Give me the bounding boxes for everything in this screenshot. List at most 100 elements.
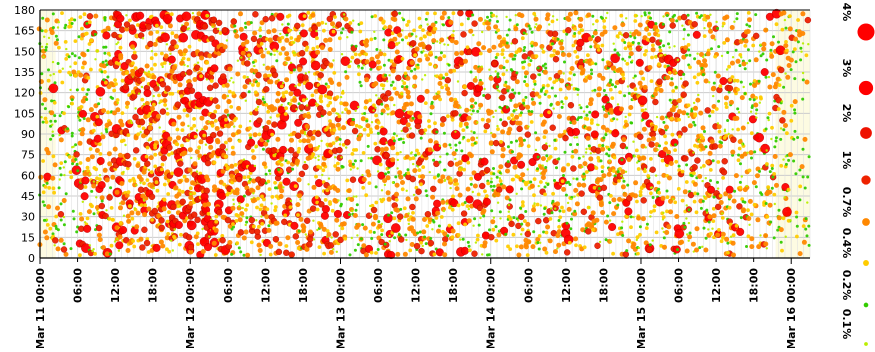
data-point [751,44,755,48]
data-point [420,137,423,140]
data-point [308,143,313,148]
data-point [507,160,510,163]
data-point [744,67,747,70]
data-point [750,111,752,113]
data-point [533,42,538,47]
data-point [431,101,434,104]
data-point [284,90,288,94]
data-point [360,159,363,162]
data-point [651,47,656,52]
data-point [170,239,172,241]
data-point [54,215,58,219]
data-point [133,179,137,183]
data-point [378,51,383,56]
data-point [86,157,91,162]
data-point [718,144,723,149]
data-point [79,110,87,118]
data-point [329,80,334,85]
data-point [558,215,562,219]
data-point [44,29,48,33]
data-point [402,138,404,140]
data-point [593,31,598,36]
data-point [294,85,296,87]
data-point [160,81,166,87]
data-point [708,115,711,118]
data-point [562,103,564,105]
data-point [433,200,441,208]
data-point [693,75,697,79]
data-point [775,140,778,143]
data-point [259,49,264,54]
data-point [526,253,530,257]
data-point [105,178,110,183]
data-point [265,173,268,176]
data-point [749,116,757,124]
data-point [321,212,329,220]
data-point [779,164,783,168]
data-point [628,105,633,110]
data-point [652,209,656,213]
data-point [747,11,751,15]
data-point [374,37,377,40]
data-point [569,143,572,146]
data-point [210,113,216,119]
data-point [244,26,247,29]
data-point [503,66,506,69]
data-point [664,125,669,130]
data-point [46,219,48,221]
data-point [109,186,112,189]
data-point [620,143,626,149]
data-point [476,41,481,46]
data-point [623,94,626,97]
data-point [350,168,352,170]
data-point [150,170,154,174]
data-point [325,83,328,86]
data-point [726,251,730,255]
data-point [385,90,391,96]
data-point [753,150,756,153]
data-point [443,210,445,212]
data-point [424,101,428,105]
data-point [566,86,571,91]
data-point [306,104,308,106]
data-point [468,245,471,248]
data-point [252,225,256,229]
data-point [51,134,54,137]
data-point [198,158,200,160]
data-point [715,21,717,23]
data-point [737,158,741,162]
data-point [507,116,511,120]
data-point [148,31,153,36]
data-point [220,237,226,243]
data-point [117,15,125,23]
data-point [118,55,123,60]
data-point [458,193,463,198]
data-point [41,46,43,48]
data-point [625,146,628,149]
data-point [722,158,728,164]
data-point [755,133,764,142]
data-point [651,136,656,141]
data-point [710,47,713,50]
data-point [295,133,301,139]
data-point [276,249,282,255]
data-point [279,146,287,154]
data-point [397,170,402,175]
data-point [423,236,426,239]
data-point [71,52,74,55]
data-point [576,136,578,138]
data-point [377,220,380,223]
data-point [531,31,534,34]
data-point [767,116,770,119]
data-point [510,141,513,144]
data-point [777,41,780,44]
data-point [371,222,376,227]
data-point [513,26,518,31]
data-point [742,61,747,66]
data-point [230,253,233,256]
data-point [538,234,542,238]
data-point [539,242,541,244]
data-point [381,198,385,202]
data-point [746,208,750,212]
data-point [598,187,601,190]
